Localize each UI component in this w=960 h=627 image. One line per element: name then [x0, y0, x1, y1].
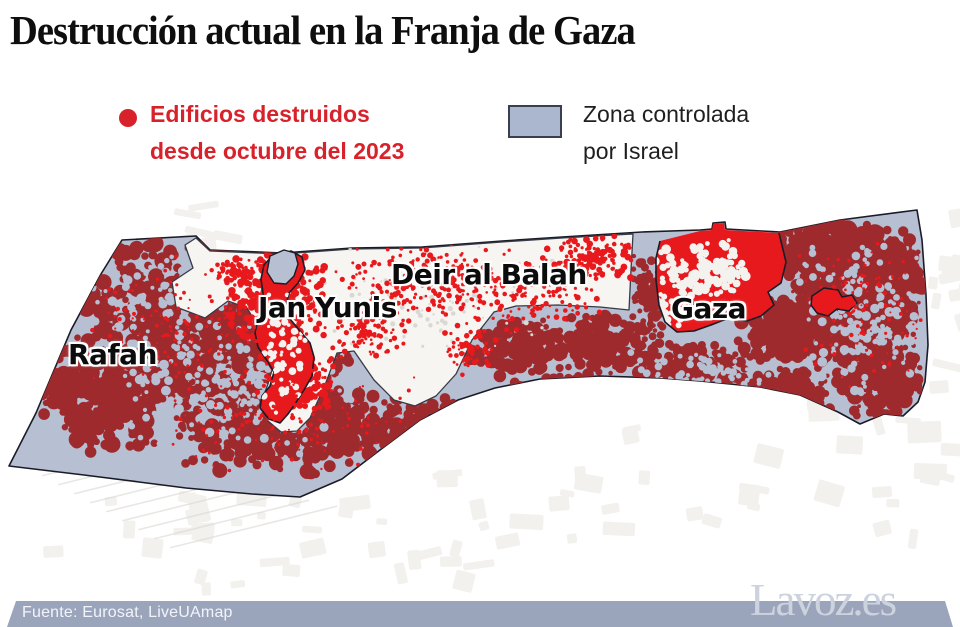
map-label-rafah: Rafah — [68, 338, 157, 371]
source-bar: Fuente: Eurosat, LiveUAmap — [7, 601, 953, 627]
source-text: Fuente: Eurosat, LiveUAmap — [22, 604, 233, 621]
legend-controlled-line2: por Israel — [583, 138, 679, 164]
legend-label-controlled: Zona controlada por Israel — [583, 96, 749, 170]
controlled-zone-swatch-icon — [508, 105, 562, 138]
destroyed-bullet-icon — [119, 109, 137, 127]
brand-watermark: Lavoz.es — [750, 575, 897, 625]
bright-sprinkle — [90, 242, 923, 473]
legend-destroyed-line2: desde octubre del 2023 — [150, 138, 405, 164]
map-label-gaza: Gaza — [671, 292, 747, 325]
corridor-gray-lobe — [266, 249, 299, 285]
page-title: Destrucción actual en la Franja de Gaza — [10, 7, 636, 53]
legend-controlled-line1: Zona controlada — [583, 101, 750, 127]
gaza-city-zone-border — [655, 232, 787, 333]
map-label-deir-al-balah: Deir al Balah — [391, 258, 587, 291]
map-label-jan-yunis: Jan Yunis — [258, 291, 397, 324]
east-red-blob — [810, 287, 858, 317]
legend-destroyed-line1: Edificios destruidos — [150, 101, 370, 127]
legend-label-destroyed: Edificios destruidos desde octubre del 2… — [150, 96, 404, 170]
